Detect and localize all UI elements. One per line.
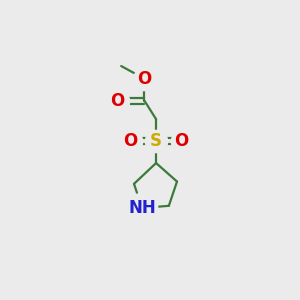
Text: S: S bbox=[150, 132, 162, 150]
Text: NH: NH bbox=[128, 199, 156, 217]
Text: O: O bbox=[111, 92, 125, 110]
Text: O: O bbox=[137, 70, 152, 88]
Text: O: O bbox=[123, 132, 138, 150]
Text: O: O bbox=[175, 132, 189, 150]
